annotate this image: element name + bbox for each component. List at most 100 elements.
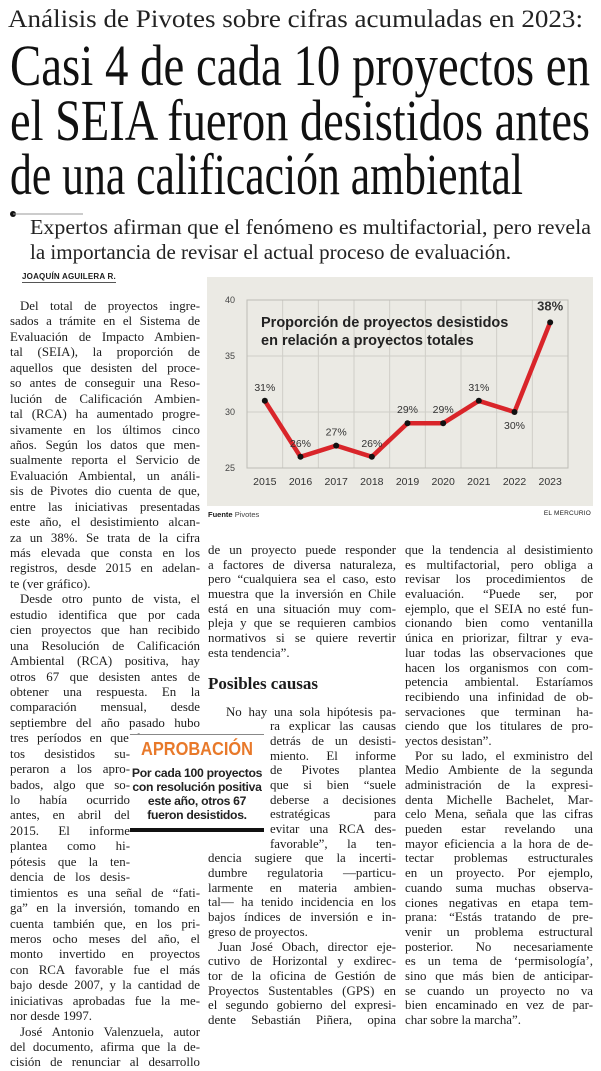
text-line: sis de Pivotes dio cuenta de que,	[10, 484, 200, 499]
data-label: 29%	[397, 404, 418, 416]
text-line: sivamente en los últimos cinco	[10, 422, 200, 437]
text-line: monto invertido en proyectos	[10, 947, 200, 962]
article-column-3: que la tendencia al desistimiento es mult…	[405, 543, 593, 1028]
text-line: deberse a decisiones	[270, 792, 396, 807]
text-line: que la tendencia al desistimiento	[405, 543, 593, 557]
callout-rule	[130, 734, 264, 735]
text-line: registros, desde 2015 en adelan-	[10, 561, 200, 576]
source-label: Fuente	[208, 510, 233, 519]
text-line: de un proyecto puede responder	[208, 543, 396, 557]
text-line: aquellos que desisten del proce-	[10, 360, 200, 375]
text-line: dumbre regulatoria —particu-	[208, 866, 396, 881]
text-line: otros 67 que desisten antes de	[10, 669, 200, 684]
data-point	[511, 409, 518, 415]
text-line: prana: “Estás tratando de pre-	[405, 910, 593, 925]
text-line: ciones negativas en etapa tem-	[405, 895, 593, 910]
headline-line: Casi 4 de cada 10 proyectos en	[10, 33, 590, 98]
text-line: más elevada que consta en los	[10, 546, 200, 560]
data-point	[475, 397, 482, 404]
callout-line: fueron desistidos.	[147, 808, 247, 822]
text-line: estratégicas para	[270, 807, 396, 822]
text-line: Del total de proyectos ingre-	[20, 299, 200, 313]
text-line: cutivo de Horizontal y exdirec-	[208, 954, 396, 969]
text-line: revisar los procedimientos de	[405, 572, 593, 587]
text-line: esta tendencia”.	[208, 645, 290, 660]
text-line: dencia sugiere que la incerti-	[208, 851, 396, 866]
y-tick-label: 25	[225, 463, 235, 473]
text-line: dencia de los desis-	[10, 870, 130, 885]
data-label: 26%	[290, 438, 311, 450]
text-line: en un proyecto. Por ejemplo,	[405, 866, 593, 881]
text-line: posterior. No necesariamente	[405, 939, 593, 954]
byline: JOAQUÍN AGUILERA R.	[22, 272, 116, 283]
text-line: tal (SEIA), la proporción de	[10, 345, 200, 360]
text-line: cionando bien como ventanilla	[405, 616, 593, 631]
text-line: cisión de renunciar al desarrollo	[10, 1055, 200, 1070]
chart-title: Proporción de proyectos desistidos	[261, 315, 508, 331]
text-line: detrás de un desisti-	[270, 733, 396, 748]
text-line: sino que más bien de anticipar-	[405, 968, 593, 983]
text-line: Evaluación de Impacto Ambien-	[10, 329, 200, 344]
text-line: está en una situación muy com-	[208, 601, 396, 616]
text-line: larmente en materia ambien-	[208, 880, 396, 895]
callout-line: Por cada 100 proyectos	[131, 766, 263, 780]
text-line: petencia ambiental. Estaríamos	[405, 675, 593, 690]
paragraph: Del total de proyectos ingre-sados a trá…	[10, 299, 200, 592]
paragraph: que la tendencia al desistimiento es mult…	[405, 543, 593, 749]
publisher-credit: EL MERCURIO	[543, 510, 591, 517]
text-line: única en priorizar, filtrar y eva-	[405, 631, 593, 646]
text-line: administración de la expresi-	[405, 778, 593, 792]
x-tick-label: 2020	[431, 476, 455, 488]
text-line: peraron a los apro-	[10, 762, 130, 777]
text-line: José Antonio Valenzuela, autor	[20, 1024, 200, 1039]
plot-frame	[246, 299, 569, 469]
text-line: tos desistidos su-	[10, 746, 130, 761]
headline-line: de una calificación ambiental	[10, 142, 523, 207]
text-line: yectos desistan”.	[405, 733, 492, 748]
text-line: estudio identifica que por cada	[10, 607, 200, 622]
text-line: evaluación. “Puede ser, por	[405, 587, 593, 602]
article-header: Análisis de Pivotes sobre cifras acumula…	[8, 6, 592, 264]
text-line: es un tema de ‘permisología’,	[405, 954, 593, 969]
text-line: septiembre del año pasado hubo	[10, 715, 200, 730]
text-line: Evaluación Ambiental, un análi-	[10, 468, 200, 483]
text-line: obtener una respuesta. En la	[10, 684, 200, 699]
text-line: sualmente reporta el Servicio de	[10, 453, 200, 468]
x-tick-label: 2022	[503, 476, 527, 488]
text-line: plantea como hi-	[10, 839, 130, 854]
text-line: so antes de conseguir una Reso-	[10, 376, 200, 391]
text-line: bados, algo que so-	[10, 777, 130, 792]
text-line: luar todas las observaciones que	[405, 645, 593, 660]
x-tick-label: 2018	[360, 476, 384, 488]
line-chart: 25 30 35 40 Proporción de proyectos desistid…	[225, 295, 569, 488]
chart-source: Fuente Pivotes	[208, 510, 259, 519]
data-label: 27%	[326, 427, 347, 439]
x-tick-label: 2016	[289, 476, 313, 488]
data-point	[297, 453, 304, 460]
text-line: es multifactorial, pero obliga a	[405, 557, 593, 572]
text-line: meros ocho meses del año, el	[10, 931, 200, 946]
text-line: miento. El informe	[270, 748, 396, 763]
data-label: 31%	[468, 382, 489, 394]
text-line: iniciativas aprobadas fue la me-	[10, 993, 200, 1008]
callout-title: APROBACIÓN	[141, 738, 253, 759]
text-line: con RCA favorable fue el más	[10, 962, 200, 977]
text-line: ciendo que los titulares de pro-	[405, 719, 593, 734]
subhead-line: Expertos afirman que el fenómeno es mult…	[30, 215, 592, 239]
callout-title-wrap: APROBACIÓN	[141, 738, 253, 759]
text-line: timientos es una señal de “fati-	[10, 885, 200, 900]
text-line: te (ver gráfico).	[10, 576, 91, 591]
data-point	[547, 319, 554, 326]
data-point	[404, 420, 411, 427]
data-label: 26%	[361, 438, 382, 450]
text-line: denta Michelle Bachelet, Mar-	[405, 792, 593, 807]
y-tick-label: 30	[225, 407, 235, 417]
chart-title: en relación a proyectos totales	[261, 333, 474, 349]
text-line: cuando suma muchas observa-	[405, 880, 593, 895]
y-tick-label: 40	[225, 295, 235, 305]
text-line: bajo desde 2007, y la cantidad de	[10, 978, 200, 993]
data-label: 38%	[537, 298, 563, 313]
text-line: za un 38%. Se trata de la cifra	[10, 530, 200, 545]
text-line: ra explicar las causas	[270, 719, 396, 734]
x-tick-label: 2017	[324, 476, 348, 488]
